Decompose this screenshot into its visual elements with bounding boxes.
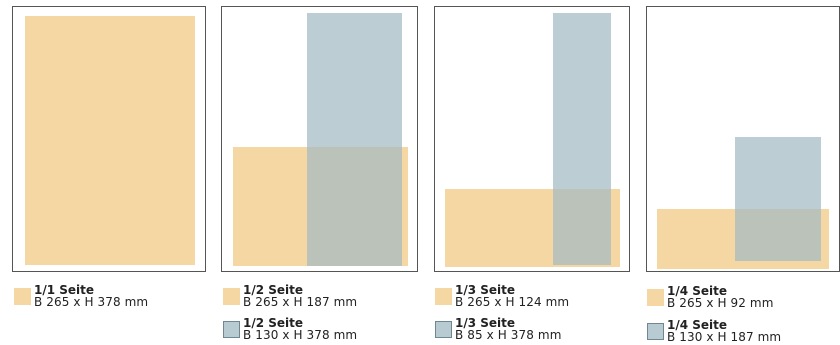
legend-item-1-4-horizontal: 1/4 Seite B 265 x H 92 mm: [647, 285, 773, 309]
legend-title: 1/4 Seite: [667, 284, 728, 298]
legend-item-1-2-horizontal: 1/2 Seite B 265 x H 187 mm: [223, 284, 357, 308]
legend-dimensions: B 265 x H 92 mm: [667, 296, 774, 310]
swatch-beige: [647, 289, 664, 306]
legend-item-1-4-block: 1/4 Seite B 130 x H 187 mm: [647, 319, 781, 343]
ad-area-quarter-block: [735, 137, 821, 261]
legend-title: 1/4 Seite: [667, 318, 728, 332]
legend-dimensions: B 265 x H 124 mm: [455, 295, 570, 309]
ad-area-half-vertical: [307, 13, 402, 266]
swatch-blue: [647, 323, 664, 340]
swatch-blue: [223, 321, 240, 338]
legend-title: 1/2 Seite: [243, 316, 304, 330]
page-frame-1-1: [12, 6, 206, 272]
legend-dimensions: B 130 x H 187 mm: [667, 330, 782, 344]
legend-title: 1/2 Seite: [243, 283, 304, 297]
page-frame-1-2: [221, 6, 418, 272]
legend-dimensions: B 130 x H 378 mm: [243, 328, 358, 342]
page-frame-1-4: [646, 6, 840, 272]
swatch-beige: [435, 288, 452, 305]
legend-dimensions: B 85 x H 378 mm: [455, 328, 562, 342]
ad-area-full-page: [25, 16, 195, 265]
legend-item-1-2-vertical: 1/2 Seite B 130 x H 378 mm: [223, 317, 357, 341]
swatch-beige: [14, 288, 31, 305]
legend-dimensions: B 265 x H 378 mm: [34, 295, 149, 309]
legend-dimensions: B 265 x H 187 mm: [243, 295, 358, 309]
legend-title: 1/1 Seite: [34, 283, 95, 297]
legend-item-1-1: 1/1 Seite B 265 x H 378 mm: [14, 284, 148, 308]
legend-item-1-3-horizontal: 1/3 Seite B 265 x H 124 mm: [435, 284, 569, 308]
swatch-beige: [223, 288, 240, 305]
page-frame-1-3: [434, 6, 630, 272]
legend-title: 1/3 Seite: [455, 316, 516, 330]
legend-title: 1/3 Seite: [455, 283, 516, 297]
ad-area-third-vertical: [553, 13, 611, 265]
swatch-blue: [435, 321, 452, 338]
legend-item-1-3-vertical: 1/3 Seite B 85 x H 378 mm: [435, 317, 561, 341]
